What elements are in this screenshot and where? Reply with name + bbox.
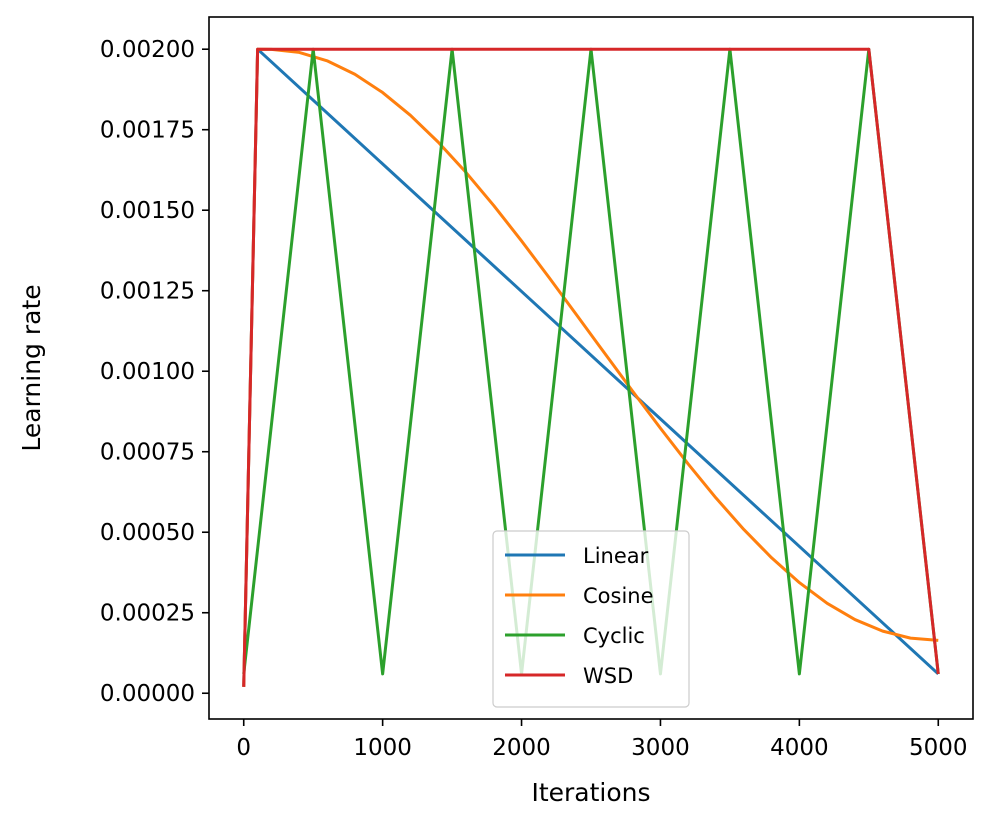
y-tick-label: 0.00100	[100, 359, 195, 385]
x-tick-label: 3000	[631, 735, 690, 761]
series-layer	[242, 47, 940, 687]
plot-frame	[208, 16, 974, 720]
y-axis-title: Learning rate	[17, 284, 46, 451]
legend-box	[492, 530, 690, 708]
x-axis: 0 1000 2000 3000 4000 5000	[236, 719, 968, 761]
y-tick-label: 0.00200	[100, 37, 195, 63]
y-tick-label: 0.00175	[100, 118, 195, 144]
y-tick-label: 0.00125	[100, 279, 195, 305]
series-line-wsd	[242, 47, 940, 687]
legend-label-wsd: WSD	[583, 664, 633, 688]
x-axis-title: Iterations	[531, 778, 650, 807]
y-tick-label: 0.00025	[100, 601, 195, 627]
y-axis: 0.00000 0.00025 0.00050 0.00075 0.00100 0.001…	[100, 37, 209, 707]
x-tick-label: 5000	[909, 735, 968, 761]
legend-label-cyclic: Cyclic	[583, 624, 645, 648]
y-tick-label: 0.00075	[100, 440, 195, 466]
y-tick-label: 0.00050	[100, 520, 195, 546]
legend: Linear Cosine Cyclic WSD	[492, 530, 690, 708]
x-tick-label: 4000	[770, 735, 829, 761]
y-tick-label: 0.00150	[100, 198, 195, 224]
legend-label-cosine: Cosine	[583, 584, 654, 608]
x-tick-label: 2000	[492, 735, 551, 761]
x-tick-label: 0	[236, 735, 251, 761]
series-line-cosine	[242, 47, 939, 687]
y-tick-label: 0.00000	[100, 681, 195, 707]
legend-label-linear: Linear	[583, 544, 649, 568]
x-tick-label: 1000	[353, 735, 412, 761]
